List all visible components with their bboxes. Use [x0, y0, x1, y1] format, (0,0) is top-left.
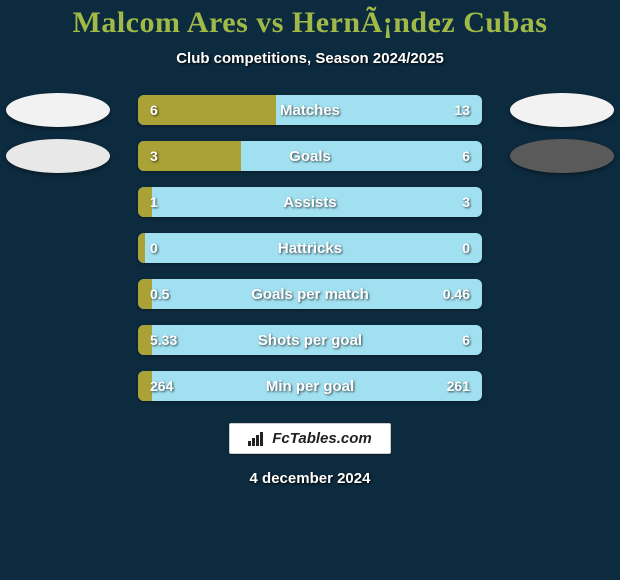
stat-value-right: 13 — [454, 95, 470, 125]
stat-value-right: 3 — [462, 187, 470, 217]
stat-row: 5.33 Shots per goal 6 — [0, 325, 620, 355]
stat-bar: 3 Goals 6 — [138, 141, 482, 171]
stat-row: 0 Hattricks 0 — [0, 233, 620, 263]
stat-row: 6 Matches 13 — [0, 95, 620, 125]
team-oval-left — [6, 139, 110, 173]
stat-row: 3 Goals 6 — [0, 141, 620, 171]
stat-bar: 1 Assists 3 — [138, 187, 482, 217]
page-title: Malcom Ares vs HernÃ¡ndez Cubas — [73, 6, 548, 40]
stat-row: 1 Assists 3 — [0, 187, 620, 217]
stat-label: Goals per match — [138, 279, 482, 309]
stat-bar: 0 Hattricks 0 — [138, 233, 482, 263]
stat-label: Goals — [138, 141, 482, 171]
stat-bar: 5.33 Shots per goal 6 — [138, 325, 482, 355]
stat-value-right: 6 — [462, 141, 470, 171]
logo-text: FcTables.com — [272, 430, 371, 447]
team-oval-left — [6, 93, 110, 127]
stat-bar: 6 Matches 13 — [138, 95, 482, 125]
chart-icon — [248, 432, 266, 446]
stat-label: Matches — [138, 95, 482, 125]
date-label: 4 december 2024 — [250, 470, 371, 487]
stat-label: Assists — [138, 187, 482, 217]
stat-label: Min per goal — [138, 371, 482, 401]
stat-bar: 264 Min per goal 261 — [138, 371, 482, 401]
subtitle: Club competitions, Season 2024/2025 — [176, 50, 444, 67]
stat-value-right: 6 — [462, 325, 470, 355]
source-logo: FcTables.com — [229, 423, 390, 454]
team-oval-right — [510, 139, 614, 173]
team-oval-right — [510, 93, 614, 127]
comparison-infographic: Malcom Ares vs HernÃ¡ndez Cubas Club com… — [0, 0, 620, 580]
stat-row: 264 Min per goal 261 — [0, 371, 620, 401]
stat-row: 0.5 Goals per match 0.46 — [0, 279, 620, 309]
stat-value-right: 0.46 — [443, 279, 470, 309]
stat-label: Hattricks — [138, 233, 482, 263]
stat-value-right: 0 — [462, 233, 470, 263]
stat-value-right: 261 — [447, 371, 470, 401]
stat-label: Shots per goal — [138, 325, 482, 355]
stat-rows: 6 Matches 13 3 Goals 6 1 Assists 3 — [0, 95, 620, 401]
stat-bar: 0.5 Goals per match 0.46 — [138, 279, 482, 309]
